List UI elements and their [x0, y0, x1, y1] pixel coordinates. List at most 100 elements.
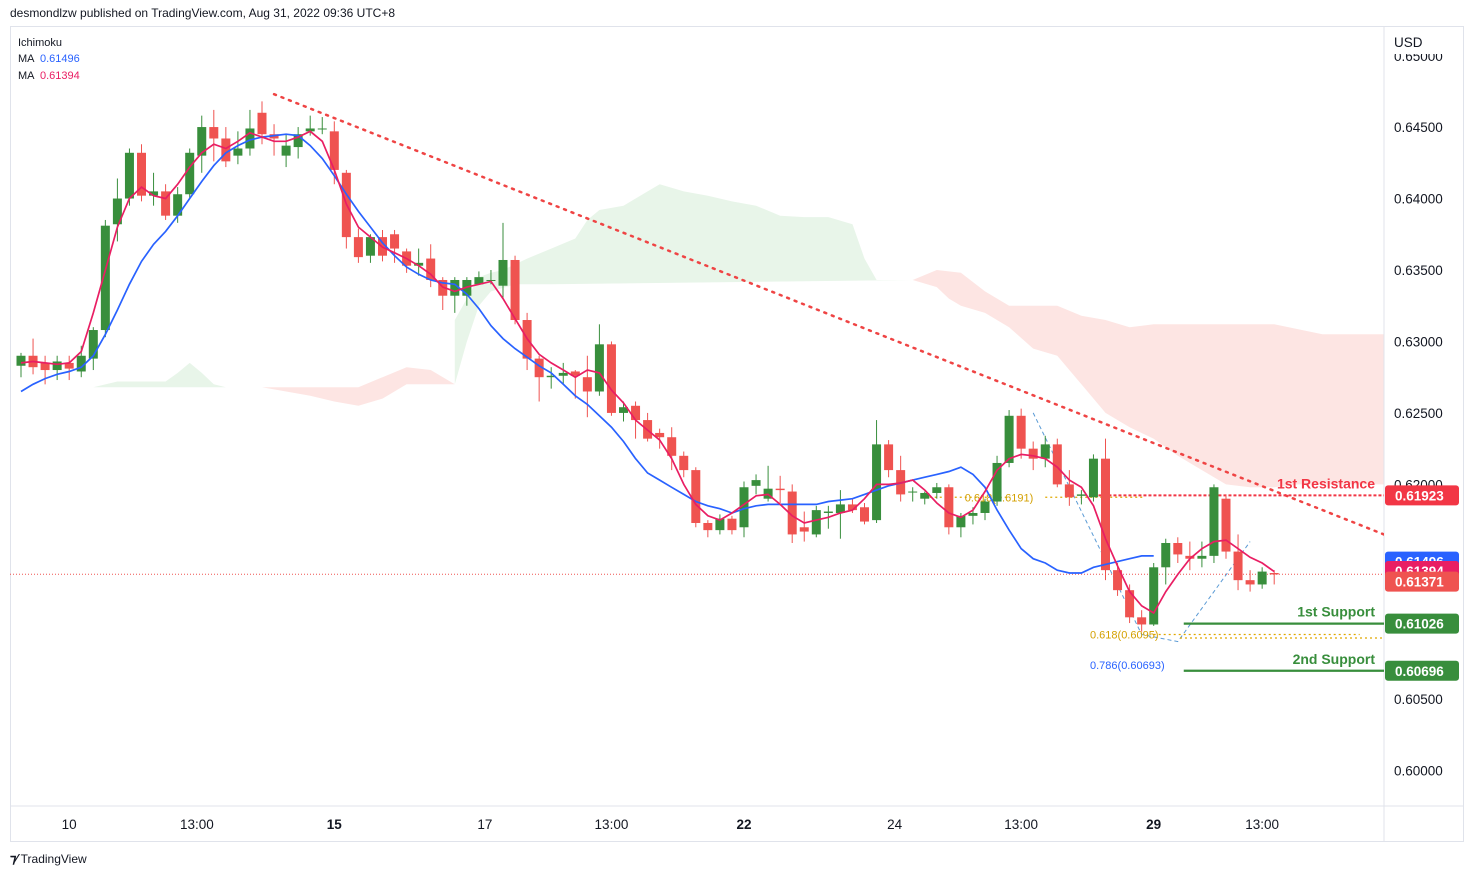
chart-separators — [10, 27, 1464, 841]
candle — [944, 484, 954, 535]
candle-body — [1185, 555, 1195, 559]
level-badge: 0.60696 — [1385, 660, 1459, 681]
candle-body — [619, 407, 628, 413]
candle — [992, 455, 1002, 506]
candle-body — [932, 487, 942, 493]
candle-body — [980, 501, 990, 513]
candle-body — [486, 279, 496, 281]
candle-body — [787, 491, 797, 535]
candle — [775, 475, 785, 503]
candle — [691, 467, 701, 528]
y-tick-label: 0.62500 — [1394, 406, 1443, 421]
candle — [811, 505, 821, 538]
candle-body — [1088, 458, 1098, 498]
ichimoku-cloud — [21, 184, 1384, 488]
level-badge: 0.61923 — [1385, 485, 1459, 506]
candle-body — [1173, 542, 1183, 555]
candle — [679, 451, 689, 478]
x-tick-label: 13:00 — [595, 817, 629, 832]
badge-bg — [1385, 485, 1459, 506]
candle — [1113, 563, 1123, 596]
candle-body — [112, 198, 122, 225]
candle — [872, 420, 882, 523]
legend-ma2-value: 0.61394 — [40, 70, 80, 82]
candle — [1137, 610, 1147, 632]
levels-layer: 1st Resistance 1st Support 2nd Support — [10, 475, 1384, 672]
candle-body — [1125, 590, 1135, 618]
candle — [727, 515, 737, 535]
candle — [293, 127, 303, 159]
trendline-layer — [272, 92, 1384, 536]
candle-body — [390, 234, 400, 249]
candle-body — [884, 444, 894, 471]
candle — [715, 514, 725, 535]
candle-body — [860, 507, 869, 522]
candle — [233, 131, 243, 165]
candle — [137, 144, 146, 202]
candle — [390, 229, 400, 263]
candle-body — [498, 259, 508, 286]
indicator-legend[interactable]: Ichimoku MA 0.61496 MA 0.61394 — [18, 37, 80, 82]
candle-body — [365, 237, 375, 256]
candle-body — [1004, 415, 1014, 463]
candle — [582, 355, 592, 418]
level-label: 2nd Support — [1293, 651, 1376, 667]
x-tick-label: 24 — [887, 817, 903, 832]
x-tick-label: 29 — [1146, 817, 1161, 832]
legend-indicator[interactable]: Ichimoku — [18, 37, 62, 49]
candle — [751, 474, 761, 495]
candle — [703, 520, 713, 538]
candle-body — [631, 405, 641, 421]
candle-body — [1137, 617, 1147, 625]
footer-logo-text: TradingView — [20, 852, 87, 866]
candle — [1161, 538, 1171, 585]
legend-ma2-label: MA — [18, 70, 35, 82]
candle — [594, 324, 604, 396]
candle-body — [679, 455, 689, 471]
candle — [329, 121, 339, 185]
candle-body — [956, 515, 966, 528]
candle-body — [185, 152, 195, 195]
candle-body — [450, 279, 460, 296]
candle — [100, 219, 110, 338]
candle — [1052, 438, 1062, 488]
candle-body — [52, 361, 62, 371]
candle — [185, 148, 195, 199]
candle-body — [1149, 567, 1159, 625]
candle — [28, 338, 38, 375]
candle — [1173, 537, 1183, 564]
x-tick-label: 13:00 — [1245, 817, 1279, 832]
candle-body — [872, 444, 882, 521]
fib-trend — [1032, 412, 1251, 643]
candle — [64, 355, 74, 381]
candle-body — [570, 371, 580, 376]
candle-body — [1016, 415, 1026, 449]
candle-body — [1161, 542, 1171, 568]
candle — [450, 277, 460, 313]
candle-body — [799, 527, 809, 532]
x-tick-label: 15 — [327, 817, 343, 832]
candle-body — [920, 492, 930, 499]
ma-fast-line — [20, 130, 1275, 615]
legend-ma1-label: MA — [18, 53, 35, 65]
candle — [197, 115, 207, 173]
candle — [1257, 567, 1267, 589]
candle — [1233, 534, 1243, 591]
candle-body — [739, 487, 749, 528]
candle-body — [1040, 444, 1050, 459]
candle-body — [305, 128, 315, 132]
candle-body — [823, 511, 833, 513]
x-tick-label: 22 — [736, 817, 751, 832]
badge-text: 0.61371 — [1395, 575, 1444, 590]
tradingview-logo-icon: ⁊⁄ — [10, 851, 18, 866]
candle — [799, 511, 809, 542]
y-tick-label: 0.60500 — [1394, 692, 1443, 707]
candle — [667, 427, 677, 471]
badge-text: 0.60696 — [1395, 664, 1444, 679]
candle-body — [257, 112, 267, 135]
candle-body — [811, 510, 821, 535]
cloud-red — [912, 270, 1384, 488]
candle-body — [835, 504, 845, 513]
badge-text: 0.61026 — [1395, 617, 1444, 632]
